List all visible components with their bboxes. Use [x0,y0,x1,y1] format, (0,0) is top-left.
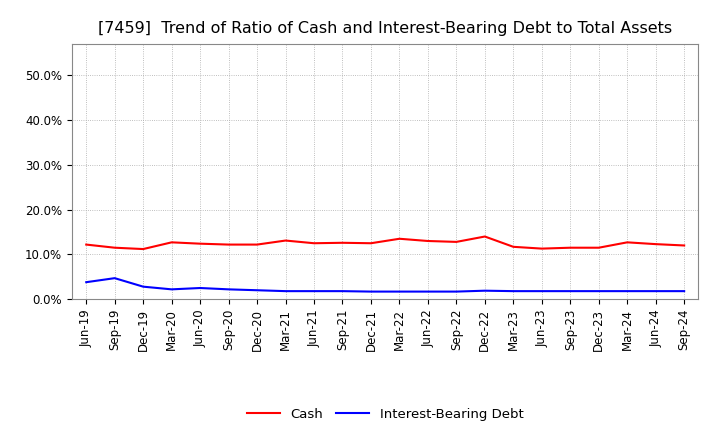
Interest-Bearing Debt [537,289,546,294]
Cash [652,242,660,247]
Cash [110,245,119,250]
Cash [452,239,461,245]
Cash [537,246,546,251]
Cash [566,245,575,250]
Cash [480,234,489,239]
Interest-Bearing Debt [310,289,318,294]
Cash [338,240,347,246]
Cash [253,242,261,247]
Interest-Bearing Debt [423,289,432,294]
Interest-Bearing Debt [196,286,204,291]
Interest-Bearing Debt [680,289,688,294]
Interest-Bearing Debt [623,289,631,294]
Interest-Bearing Debt [652,289,660,294]
Cash [196,241,204,246]
Interest-Bearing Debt [253,288,261,293]
Interest-Bearing Debt [110,275,119,281]
Interest-Bearing Debt [167,287,176,292]
Title: [7459]  Trend of Ratio of Cash and Interest-Bearing Debt to Total Assets: [7459] Trend of Ratio of Cash and Intere… [98,21,672,36]
Interest-Bearing Debt [395,289,404,294]
Cash [680,243,688,248]
Interest-Bearing Debt [225,287,233,292]
Cash [310,241,318,246]
Interest-Bearing Debt [139,284,148,290]
Cash [509,244,518,249]
Interest-Bearing Debt [509,289,518,294]
Cash [225,242,233,247]
Interest-Bearing Debt [452,289,461,294]
Cash [139,246,148,252]
Cash [595,245,603,250]
Cash [623,240,631,245]
Legend: Cash, Interest-Bearing Debt: Cash, Interest-Bearing Debt [241,403,529,426]
Line: Interest-Bearing Debt: Interest-Bearing Debt [86,278,684,292]
Interest-Bearing Debt [82,279,91,285]
Cash [423,238,432,244]
Cash [82,242,91,247]
Interest-Bearing Debt [366,289,375,294]
Line: Cash: Cash [86,237,684,249]
Interest-Bearing Debt [595,289,603,294]
Interest-Bearing Debt [338,289,347,294]
Interest-Bearing Debt [282,289,290,294]
Cash [366,241,375,246]
Interest-Bearing Debt [566,289,575,294]
Interest-Bearing Debt [480,288,489,293]
Cash [167,240,176,245]
Cash [282,238,290,243]
Cash [395,236,404,242]
